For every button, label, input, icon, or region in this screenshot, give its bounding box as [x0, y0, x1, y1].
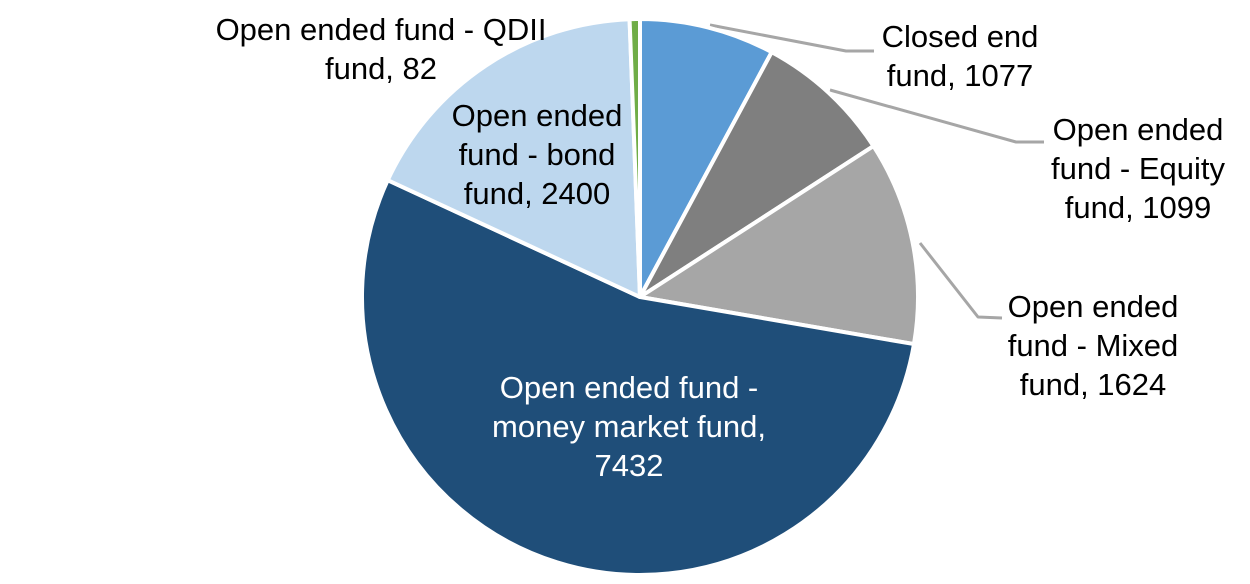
data-label-qdii-fund: Open ended fund - QDII fund, 82 [215, 12, 547, 86]
data-label-mixed-fund: Open ended fund - Mixed fund, 1624 [1007, 289, 1179, 402]
pie-slice-mixed-fund[interactable] [638, 144, 920, 347]
leader-line-closed-end-fund [709, 23, 874, 53]
data-label-equity-fund: Open ended fund - Equity fund, 1099 [1050, 112, 1226, 225]
pie-slice-equity-fund[interactable] [638, 50, 876, 299]
pie-slice-qdii-fund[interactable] [627, 17, 642, 299]
data-label-closed-end-fund: Closed end fund, 1077 [881, 19, 1039, 93]
data-label-bond-fund: Open ended fund - bond fund, 2400 [451, 98, 623, 211]
leader-line-mixed-fund [918, 242, 1003, 320]
data-label-money-market-fund: Open ended fund - money market fund, 743… [492, 370, 766, 483]
pie-slice-money-market-fund[interactable] [360, 178, 916, 577]
pie-slice-closed-end-fund[interactable] [638, 17, 774, 299]
pie-slice-bond-fund[interactable] [385, 17, 642, 299]
leader-line-equity-fund [829, 88, 1044, 144]
